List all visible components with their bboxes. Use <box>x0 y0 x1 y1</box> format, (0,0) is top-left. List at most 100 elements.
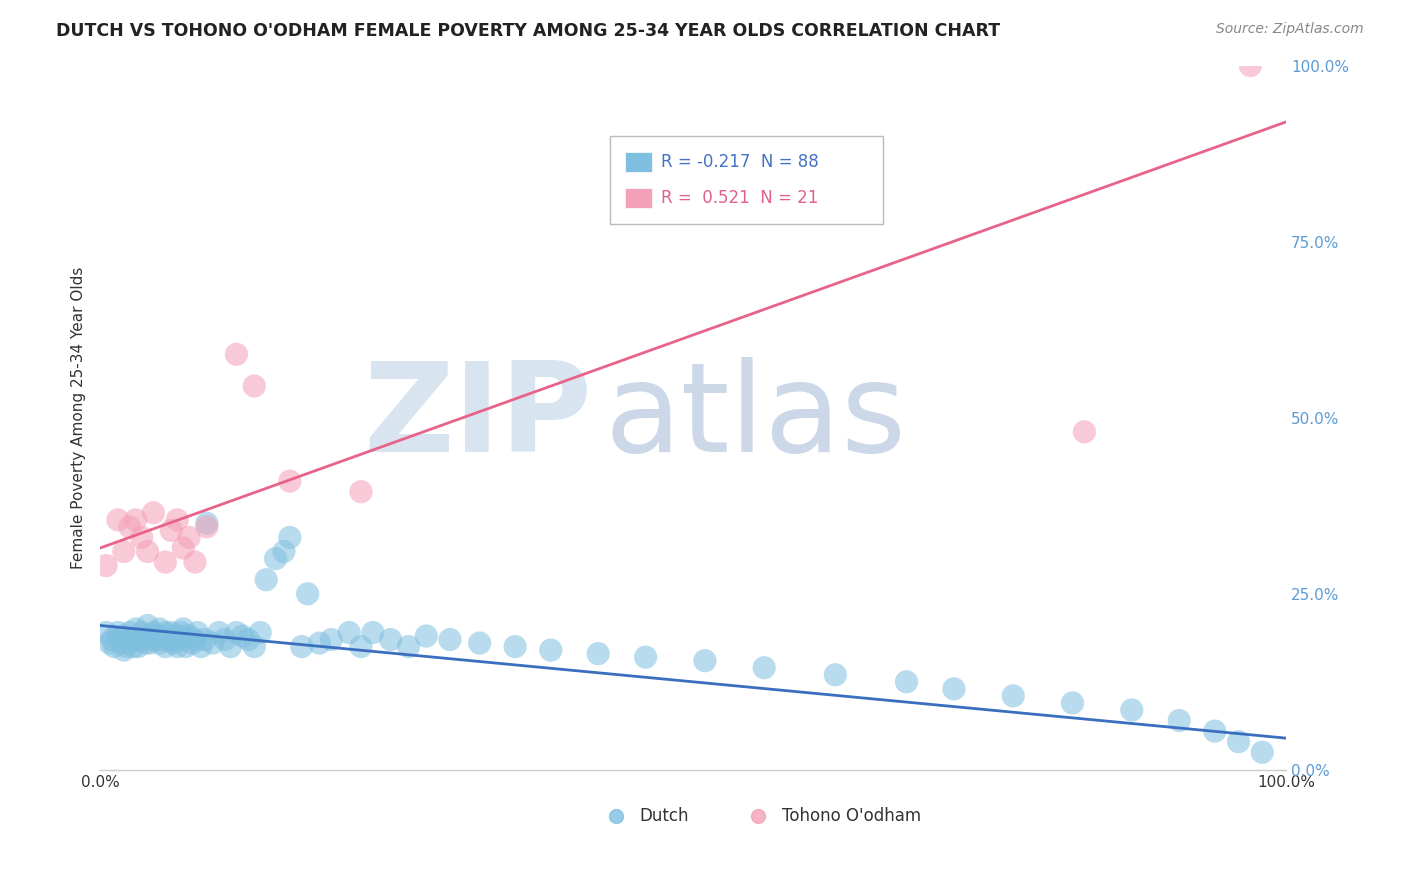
FancyBboxPatch shape <box>626 188 651 208</box>
Point <box>225 347 247 361</box>
Point <box>586 647 609 661</box>
Point <box>107 513 129 527</box>
Point <box>172 632 194 647</box>
Point <box>243 640 266 654</box>
Point <box>150 632 173 647</box>
Text: Tohono O'odham: Tohono O'odham <box>782 806 921 824</box>
Point <box>157 632 180 647</box>
Point <box>112 629 135 643</box>
Point <box>127 640 149 654</box>
Point <box>155 625 177 640</box>
Point <box>231 629 253 643</box>
Point <box>219 640 242 654</box>
Point <box>136 618 159 632</box>
Point <box>1239 59 1261 73</box>
Point <box>337 625 360 640</box>
Point <box>238 632 260 647</box>
Point <box>195 516 218 531</box>
Point <box>160 524 183 538</box>
Point <box>118 520 141 534</box>
Point <box>1073 425 1095 439</box>
Point <box>503 640 526 654</box>
Point <box>98 636 121 650</box>
Point <box>1062 696 1084 710</box>
Point <box>184 632 207 647</box>
Point <box>160 632 183 647</box>
Point <box>273 544 295 558</box>
Point <box>186 625 208 640</box>
Point <box>136 544 159 558</box>
Point <box>278 474 301 488</box>
Text: Dutch: Dutch <box>640 806 689 824</box>
Point <box>122 640 145 654</box>
Point <box>540 643 562 657</box>
Point <box>321 632 343 647</box>
Point <box>1002 689 1025 703</box>
Point <box>278 531 301 545</box>
Point <box>297 587 319 601</box>
Point <box>380 632 402 647</box>
Point <box>249 625 271 640</box>
Point <box>254 573 277 587</box>
Point <box>264 551 287 566</box>
Point <box>308 636 330 650</box>
Point <box>112 643 135 657</box>
Point <box>125 513 148 527</box>
Point <box>125 632 148 647</box>
Point <box>142 506 165 520</box>
Point <box>177 629 200 643</box>
Text: ZIP: ZIP <box>364 357 592 478</box>
Point <box>107 632 129 647</box>
Point <box>155 555 177 569</box>
Point <box>361 625 384 640</box>
Point <box>896 674 918 689</box>
Point <box>1168 714 1191 728</box>
Point <box>693 654 716 668</box>
Point <box>107 625 129 640</box>
Point <box>112 544 135 558</box>
Point <box>201 636 224 650</box>
Point <box>177 531 200 545</box>
Point <box>101 632 124 647</box>
Text: Source: ZipAtlas.com: Source: ZipAtlas.com <box>1216 22 1364 37</box>
Point <box>131 531 153 545</box>
Point <box>214 632 236 647</box>
Text: R =  0.521  N = 21: R = 0.521 N = 21 <box>661 189 818 207</box>
Point <box>225 625 247 640</box>
Point <box>155 640 177 654</box>
Y-axis label: Female Poverty Among 25-34 Year Olds: Female Poverty Among 25-34 Year Olds <box>72 267 86 569</box>
Point <box>1121 703 1143 717</box>
Point <box>634 650 657 665</box>
Point <box>754 661 776 675</box>
Point <box>439 632 461 647</box>
Text: R = -0.217  N = 88: R = -0.217 N = 88 <box>661 153 818 171</box>
Point <box>148 622 170 636</box>
Point <box>136 629 159 643</box>
Point <box>148 636 170 650</box>
Point <box>172 622 194 636</box>
Point <box>170 625 193 640</box>
Point <box>190 640 212 654</box>
Point <box>824 667 846 681</box>
Point <box>172 541 194 555</box>
Point <box>118 632 141 647</box>
Point <box>193 632 215 647</box>
Point <box>110 636 132 650</box>
Point <box>166 513 188 527</box>
Point <box>942 681 965 696</box>
FancyBboxPatch shape <box>610 136 883 224</box>
Point <box>134 636 156 650</box>
Point <box>291 640 314 654</box>
Point <box>131 625 153 640</box>
Point <box>1204 724 1226 739</box>
Point <box>146 629 169 643</box>
Point <box>195 520 218 534</box>
Point <box>103 640 125 654</box>
Point <box>118 625 141 640</box>
Point <box>350 484 373 499</box>
Point <box>468 636 491 650</box>
Point <box>142 632 165 647</box>
Point <box>350 640 373 654</box>
Point <box>1227 734 1250 748</box>
Point <box>115 640 138 654</box>
